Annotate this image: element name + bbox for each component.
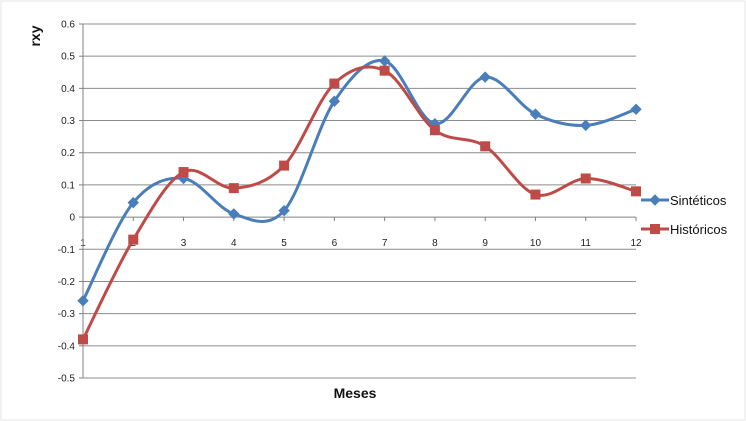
y-tick-label: -0.3	[58, 309, 76, 320]
data-point	[128, 234, 139, 245]
legend-marker	[650, 224, 660, 234]
x-tick-label: 10	[530, 238, 542, 249]
x-tick-label: 8	[432, 238, 438, 249]
data-point	[631, 186, 641, 197]
data-point	[127, 196, 139, 209]
x-tick-label: 4	[231, 238, 237, 249]
x-axis-title: Meses	[334, 385, 377, 401]
x-tick-label: 9	[482, 238, 488, 249]
series-2	[78, 65, 641, 345]
y-tick-label: 0	[69, 213, 75, 224]
x-tick-label: 6	[332, 238, 338, 249]
x-tick-label: 7	[382, 238, 388, 249]
y-tick-label: 0.5	[61, 52, 75, 63]
y-tick-label: -0.1	[58, 245, 76, 256]
data-point	[78, 334, 88, 345]
series-group	[77, 55, 642, 345]
y-tick-label: 0.6	[61, 20, 75, 31]
data-point	[529, 108, 542, 120]
data-point	[580, 173, 591, 184]
data-point	[328, 95, 341, 107]
legend: Sintéticos Históricos	[641, 193, 728, 237]
data-point	[178, 167, 189, 178]
gridlines	[79, 23, 636, 379]
data-point	[77, 295, 89, 307]
y-tick-label: -0.2	[58, 277, 76, 288]
legend-label: Sintéticos	[670, 193, 727, 208]
data-point	[228, 208, 240, 220]
data-point	[278, 204, 290, 217]
x-tick-label: 11	[581, 238, 592, 249]
legend-item: Históricos	[641, 222, 728, 237]
data-point	[228, 183, 239, 194]
data-point	[480, 141, 491, 152]
data-point	[429, 125, 440, 136]
x-tick-label: 5	[281, 238, 287, 249]
y-tick-label: 0.2	[61, 148, 75, 159]
data-point	[379, 65, 390, 76]
y-axis-title: rxy	[27, 25, 43, 46]
data-point	[630, 103, 642, 115]
y-tick-labels: 0.6 0.5 0.4 0.3 0.2 0.1 0 -0.1 -0.2 -0.3 -0.4 -0.5	[58, 20, 76, 385]
data-point	[279, 160, 290, 171]
x-tick-label: 3	[181, 238, 187, 249]
legend-item: Sintéticos	[641, 193, 727, 208]
y-tick-label: -0.4	[58, 341, 76, 352]
data-point	[329, 78, 340, 89]
data-point	[530, 189, 541, 200]
y-tick-label: 0.1	[61, 180, 75, 191]
x-tick-label: 12	[630, 238, 642, 249]
y-tick-label: 0.3	[61, 116, 75, 127]
data-point	[479, 71, 491, 83]
y-tick-label: -0.5	[58, 374, 76, 385]
legend-label: Históricos	[670, 222, 728, 237]
data-point	[580, 119, 592, 132]
legend-marker	[649, 194, 661, 206]
y-tick-label: 0.4	[61, 84, 75, 95]
